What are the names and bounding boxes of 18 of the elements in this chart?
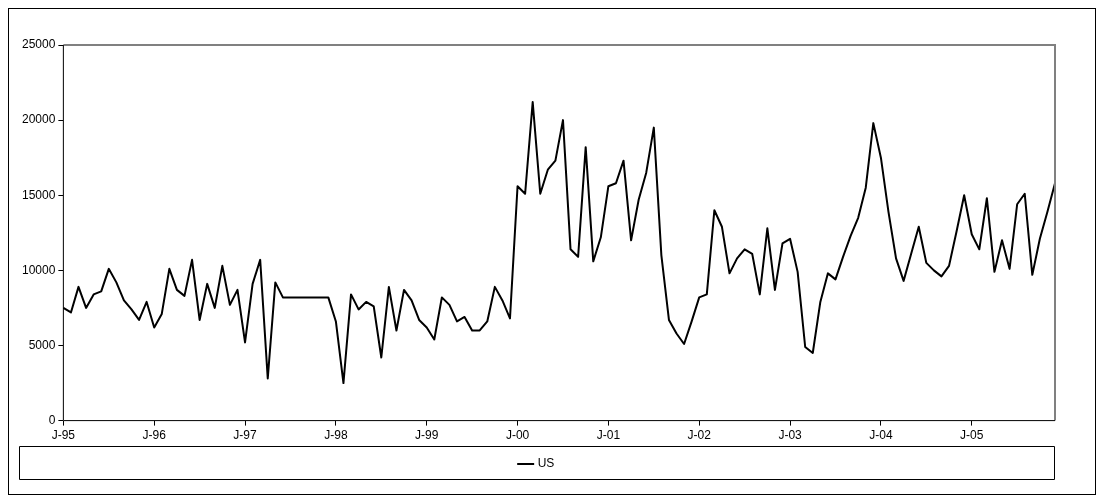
y-tick-label: 0 [48, 412, 56, 427]
x-tick-label: J-00 [505, 428, 530, 443]
x-tick-label: J-99 [415, 428, 439, 443]
x-tick-label: J-98 [324, 428, 348, 443]
y-tick-label: 10000 [21, 262, 56, 277]
x-tick-label: J-97 [233, 428, 258, 443]
x-tick-label: J-95 [51, 428, 76, 443]
y-tick-label: 25000 [21, 37, 56, 52]
legend-label: US [537, 456, 555, 471]
x-tick-label: J-03 [778, 428, 803, 443]
y-tick-label: 5000 [28, 337, 56, 352]
y-tick-label: 15000 [21, 187, 56, 202]
x-tick-label: J-01 [596, 428, 621, 443]
x-tick-label: J-02 [687, 428, 712, 443]
x-tick-label: J-05 [960, 428, 984, 443]
x-tick-label: J-96 [142, 428, 167, 443]
x-tick-label: J-04 [869, 428, 893, 443]
y-tick-label: 20000 [21, 112, 56, 127]
